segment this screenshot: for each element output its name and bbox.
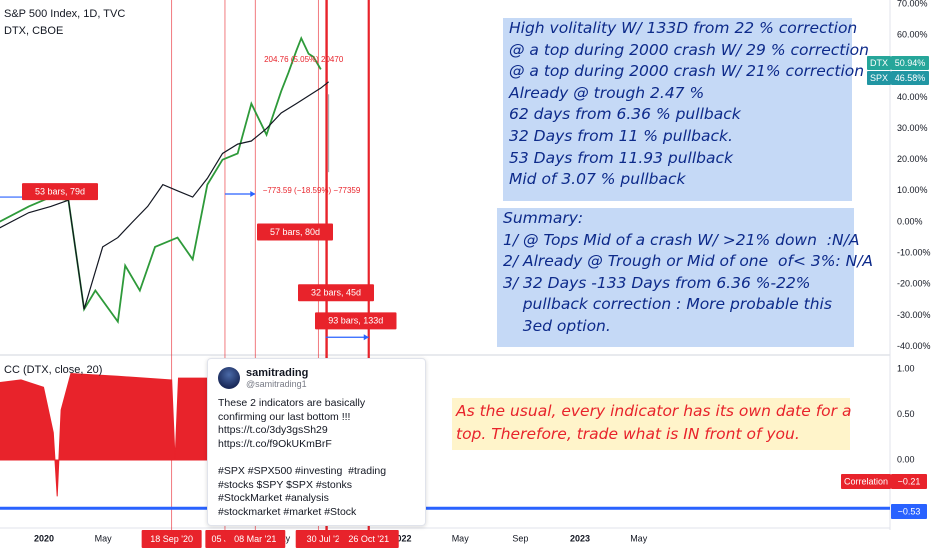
y-tick-label: 30.00%	[897, 123, 928, 133]
correlation-level-badge[interactable]: −0.53	[891, 504, 927, 519]
correlation-level-badge-label: −0.53	[898, 506, 921, 516]
y-tick-label: 0.00%	[897, 216, 923, 226]
x-tick-label: May	[630, 533, 648, 543]
y-tick-label: -10.00%	[897, 248, 931, 258]
correlation-value-badge-bg	[891, 474, 927, 489]
drawings-layer: 204.76 (5.05%) 20470 −773.59 (−18.59%) −7…	[0, 55, 397, 341]
y-tick-label: 70.00%	[897, 0, 928, 8]
date-badge-label: 08 Mar '21	[234, 534, 276, 544]
date-badge-label: 26 Oct '21	[348, 534, 389, 544]
date-badge[interactable]: 26 Oct '21	[338, 530, 399, 548]
series-value-badge-dtx-bg	[891, 56, 929, 70]
indicator-y-tick-label: 0.00	[897, 454, 915, 464]
series-badge-dtx-label: DTX	[870, 58, 888, 68]
y-tick-label: -40.00%	[897, 341, 931, 351]
indicator-y-tick-label: 0.50	[897, 409, 915, 419]
chart-title[interactable]: S&P 500 Index, 1D, TVC	[4, 8, 126, 20]
bars-range-badge-bg	[22, 183, 98, 201]
y-tick-label: -20.00%	[897, 279, 931, 289]
x-tick-label: 2020	[34, 533, 54, 543]
date-badge-label: 05 Jan	[211, 534, 238, 544]
correlation-level-badge-bg	[891, 504, 927, 519]
date-badge-label: 30 Jul '21	[307, 534, 345, 544]
measure-label-down[interactable]: −773.59 (−18.59%) −77359	[263, 186, 361, 195]
series-badge-spx-label: SPX	[870, 73, 888, 83]
price-axis: 70.00%60.00%50.00%40.00%30.00%20.00%10.0…	[841, 0, 931, 519]
bars-range-badge-label: 53 bars, 79d	[35, 186, 85, 196]
measure-label-up[interactable]: 204.76 (5.05%) 20470	[264, 55, 344, 64]
bars-range-badge-bg	[315, 312, 397, 330]
date-badge-bg	[338, 530, 399, 548]
avatar[interactable]	[218, 367, 240, 389]
tweet-author-handle[interactable]: @samitrading1	[246, 379, 307, 389]
arrowhead-icon	[250, 190, 256, 197]
bars-range-badge[interactable]: 57 bars, 80d	[257, 223, 333, 241]
tweet-text: These 2 indicators are basically confirm…	[218, 397, 387, 518]
analysis-note-box[interactable]: High volitality W/ 133D from 22 % correc…	[503, 18, 869, 201]
bars-range-badge-label: 32 bars, 45d	[311, 288, 361, 298]
x-tick-label: 2023	[570, 533, 590, 543]
indicator-y-tick-label: 1.00	[897, 363, 915, 373]
series-value-badge-spx-bg	[891, 71, 929, 85]
correlation-label-badge[interactable]: Correlation	[841, 474, 891, 489]
tweet-header: samitrading @samitrading1	[218, 367, 415, 389]
bottom-note[interactable]: As the usual, every indicator has its ow…	[452, 398, 851, 450]
date-badge-bg	[141, 530, 202, 548]
series-value-badge-spx-label: 46.58%	[895, 73, 926, 83]
date-badge-label: 18 Sep '20	[150, 534, 193, 544]
date-badge[interactable]: 18 Sep '20	[141, 530, 202, 548]
chart-subtitle[interactable]: DTX, CBOE	[4, 25, 64, 37]
summary-note-box[interactable]: Summary: 1/ @ Tops Mid of a crash W/ >21…	[497, 208, 873, 347]
bars-range-badge[interactable]: 32 bars, 45d	[298, 284, 374, 302]
x-tick-label: Sep	[512, 533, 528, 543]
series-badge-dtx[interactable]: DTX	[867, 56, 891, 70]
arrowhead-icon	[363, 334, 369, 341]
series-badge-spx-bg	[867, 71, 891, 85]
y-tick-label: 60.00%	[897, 29, 928, 39]
date-badge-bg	[225, 530, 286, 548]
series-badge-dtx-bg	[867, 56, 891, 70]
time-axis: 2020MaySep2021MaySep2022MaySep2023May18 …	[34, 530, 648, 548]
indicator-title[interactable]: CC (DTX, close, 20)	[4, 364, 103, 376]
correlation-label-badge-label: Correlation	[844, 476, 888, 486]
date-badge[interactable]: 08 Mar '21	[225, 530, 286, 548]
bars-range-badge[interactable]: 53 bars, 79d	[22, 183, 98, 201]
bars-range-badge[interactable]: 93 bars, 133d	[315, 312, 397, 330]
correlation-value-badge-label: −0.21	[898, 476, 921, 486]
x-tick-label: May	[452, 533, 470, 543]
y-tick-label: -30.00%	[897, 310, 931, 320]
series-value-badge-dtx[interactable]: 50.94%	[891, 56, 929, 70]
y-tick-label: 10.00%	[897, 185, 928, 195]
correlation-label-badge-bg	[841, 474, 891, 489]
tweet-author-name[interactable]: samitrading	[246, 367, 309, 379]
tweet-card[interactable]: samitrading @samitrading1 These 2 indica…	[207, 358, 426, 526]
bars-range-badge-bg	[298, 284, 374, 302]
series-line-spx[interactable]	[0, 81, 330, 310]
series-line-dtx[interactable]	[0, 35, 322, 325]
correlation-value-badge[interactable]: −0.21	[891, 474, 927, 489]
series-layer	[0, 35, 330, 325]
bars-range-badge-bg	[257, 223, 333, 241]
series-value-badge-dtx-label: 50.94%	[895, 58, 926, 68]
x-tick-label: May	[95, 533, 113, 543]
bars-range-badge-label: 93 bars, 133d	[328, 316, 383, 326]
y-tick-label: 20.00%	[897, 154, 928, 164]
series-badge-spx[interactable]: SPX	[867, 71, 891, 85]
series-value-badge-spx[interactable]: 46.58%	[891, 71, 929, 85]
bars-range-badge-label: 57 bars, 80d	[270, 227, 320, 237]
y-tick-label: 40.00%	[897, 92, 928, 102]
x-tick-label: 2022	[391, 533, 411, 543]
